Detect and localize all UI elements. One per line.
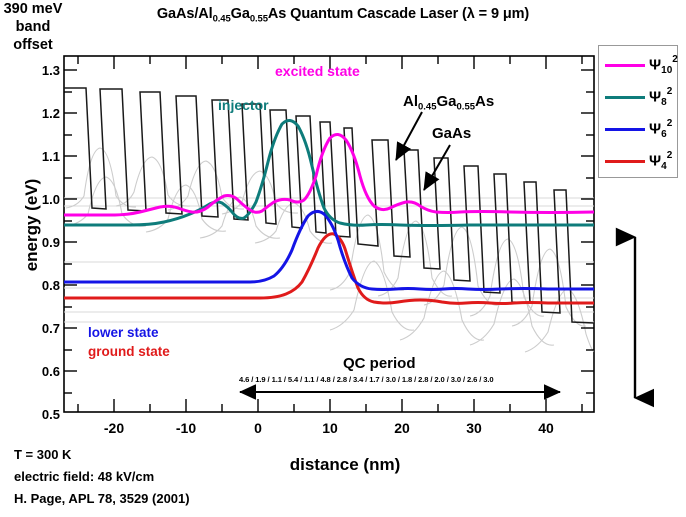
- algaas-sub1: 0.45: [418, 101, 437, 113]
- annotation-injector: injector: [218, 97, 269, 113]
- potential-profile: [64, 87, 594, 324]
- legend-sup-psi4: 2: [666, 150, 673, 161]
- legend-item-psi8[interactable]: Ψ82: [599, 83, 679, 111]
- algaas-sub2: 0.55: [456, 101, 476, 113]
- x-tick-10: 10: [322, 420, 338, 436]
- annotation-barrier-material: Al0.45Ga0.55As: [403, 93, 494, 112]
- annotation-lower-state: lower state: [88, 325, 159, 340]
- series-psi6: [64, 209, 594, 291]
- y-axis-ticks-right: [581, 69, 594, 394]
- x-tick-20: 20: [394, 420, 410, 436]
- title-tail: As Quantum Cascade Laser (λ = 9 μm): [267, 6, 530, 22]
- x-axis-ticks: [77, 399, 583, 412]
- x-tick--10: -10: [175, 420, 197, 436]
- x-tick-0: 0: [254, 420, 262, 436]
- algaas-lead: Al: [403, 93, 418, 110]
- x-tick-30: 30: [466, 420, 482, 436]
- title-lead: GaAs/Al: [156, 6, 213, 22]
- legend-swatch-psi8: [605, 96, 645, 99]
- y-tick-1.3: 1.3: [41, 63, 60, 78]
- algaas-tail: As: [475, 93, 495, 110]
- legend-label-psi10: Ψ102: [649, 54, 678, 76]
- legend-sup-psi8: 2: [666, 86, 673, 97]
- annotation-band-offset: 390 meV band offset: [0, 0, 66, 54]
- legend-sub-psi10: 10: [661, 65, 673, 76]
- legend-item-psi4[interactable]: Ψ42: [599, 147, 679, 175]
- legend-sup-psi10: 2: [672, 54, 678, 65]
- y-tick-1.2: 1.2: [41, 106, 60, 121]
- series-psi8: [64, 119, 594, 227]
- algaas-pointer-arrow: [395, 111, 423, 161]
- footer-reference: H. Page, APL 78, 3529 (2001): [14, 491, 190, 506]
- legend-label-psi4: Ψ42: [649, 150, 673, 172]
- legend-swatch-psi10: [605, 64, 645, 67]
- legend-sup-psi6: 2: [666, 118, 673, 129]
- legend-label-psi8: Ψ82: [649, 86, 673, 108]
- algaas-mid: Ga: [436, 93, 457, 110]
- annotation-well-material: GaAs: [432, 125, 472, 142]
- annotation-excited-state: excited state: [275, 63, 360, 79]
- chart-title: GaAs/Al0.45Ga0.55As Quantum Cascade Lase…: [0, 6, 686, 24]
- legend-item-psi6[interactable]: Ψ62: [599, 115, 679, 143]
- series-psi4: [64, 232, 594, 305]
- title-sub-al: 0.45: [212, 13, 231, 25]
- annotation-ground-state: ground state: [88, 344, 170, 359]
- x-axis-label: distance (nm): [289, 455, 401, 474]
- legend[interactable]: Ψ102 Ψ82 Ψ62 Ψ42: [598, 45, 678, 178]
- y-tick-0.6: 0.6: [41, 364, 60, 379]
- y-tick-0.9: 0.9: [41, 235, 60, 250]
- footer-electric-field: electric field: 48 kV/cm: [14, 469, 155, 484]
- legend-item-psi10[interactable]: Ψ102: [599, 51, 679, 79]
- title-mid: Ga: [230, 6, 250, 22]
- legend-sub-psi6: 6: [661, 129, 667, 140]
- y-tick-labels: 1.3 1.2 1.1 1.0 0.9 0.8 0.7 0.6 0.5: [16, 0, 60, 517]
- legend-label-psi6: Ψ62: [649, 118, 673, 140]
- title-sub-ga: 0.55: [249, 13, 268, 25]
- y-tick-1.1: 1.1: [41, 149, 60, 164]
- y-tick-1.0: 1.0: [41, 192, 60, 207]
- y-axis-ticks: [64, 69, 77, 394]
- y-tick-0.7: 0.7: [41, 321, 60, 336]
- legend-swatch-psi4: [605, 160, 645, 163]
- x-axis-ticks-top: [77, 56, 583, 69]
- band-offset-line-1: 390 meV: [3, 1, 63, 17]
- band-offset-line-3: offset: [13, 37, 53, 54]
- x-tick--20: -20: [103, 420, 125, 436]
- legend-swatch-psi6: [605, 128, 645, 131]
- legend-sub-psi4: 4: [661, 161, 667, 172]
- series-psi10: [64, 133, 594, 217]
- legend-sub-psi8: 8: [661, 97, 667, 108]
- footer-temperature: T = 300 K: [14, 447, 72, 462]
- annotation-layer-thicknesses: 4.6 / 1.9 / 1.1 / 5.4 / 1.1 / 4.8 / 2.8 …: [239, 375, 494, 384]
- band-offset-line-2: band: [15, 19, 51, 36]
- annotation-qc-period: QC period: [343, 355, 416, 372]
- y-tick-0.5: 0.5: [41, 407, 60, 422]
- y-tick-0.8: 0.8: [41, 278, 60, 293]
- gaas-pointer-arrow: [423, 144, 451, 191]
- x-tick-40: 40: [538, 420, 554, 436]
